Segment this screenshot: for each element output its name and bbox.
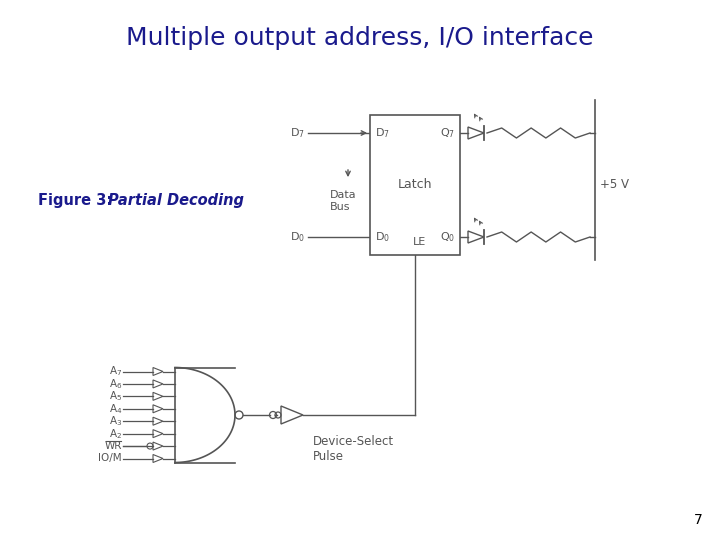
Text: Partial Decoding: Partial Decoding bbox=[108, 192, 244, 207]
Text: D$_7$: D$_7$ bbox=[290, 126, 305, 140]
Text: Data
Bus: Data Bus bbox=[330, 190, 356, 212]
Text: A$_4$: A$_4$ bbox=[109, 402, 122, 416]
Text: +5 V: +5 V bbox=[600, 179, 629, 192]
Text: WR: WR bbox=[104, 441, 122, 451]
Text: A$_7$: A$_7$ bbox=[109, 364, 122, 379]
Text: Device-Select
Pulse: Device-Select Pulse bbox=[313, 435, 394, 463]
Bar bbox=[370, 115, 460, 255]
Text: D$_7$: D$_7$ bbox=[375, 126, 390, 140]
Text: Figure 3:: Figure 3: bbox=[38, 192, 117, 207]
Text: A$_3$: A$_3$ bbox=[109, 414, 122, 428]
Text: D$_0$: D$_0$ bbox=[375, 230, 390, 244]
Text: 7: 7 bbox=[694, 513, 703, 527]
Text: A$_6$: A$_6$ bbox=[109, 377, 122, 391]
Text: IO/M: IO/M bbox=[99, 454, 122, 463]
Text: A$_5$: A$_5$ bbox=[109, 389, 122, 403]
Text: A$_2$: A$_2$ bbox=[109, 427, 122, 441]
Text: D$_0$: D$_0$ bbox=[290, 230, 305, 244]
Text: Q$_0$: Q$_0$ bbox=[440, 230, 455, 244]
Text: Multiple output address, I/O interface: Multiple output address, I/O interface bbox=[126, 26, 594, 50]
Text: Latch: Latch bbox=[397, 179, 432, 192]
Text: LE: LE bbox=[413, 237, 427, 247]
Text: Q$_7$: Q$_7$ bbox=[440, 126, 455, 140]
